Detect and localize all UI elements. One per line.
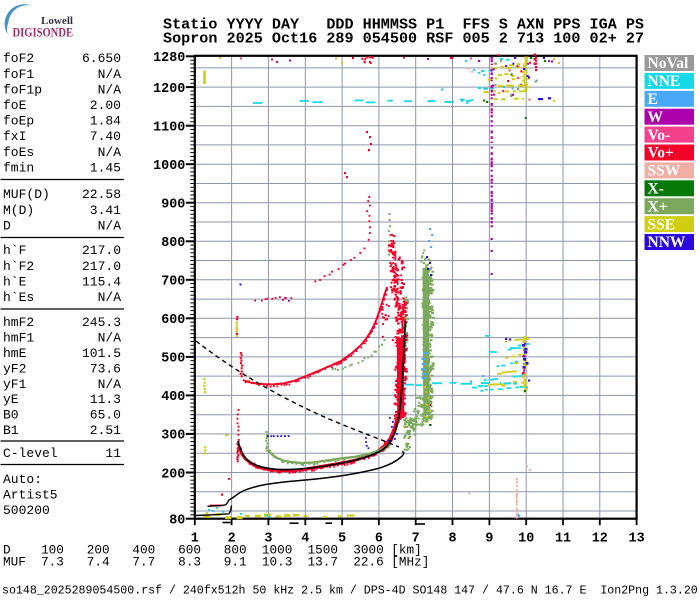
svg-text:3.41: 3.41	[90, 203, 121, 218]
svg-text:400: 400	[161, 390, 185, 405]
svg-text:1100: 1100	[153, 121, 185, 136]
svg-text:2: 2	[228, 531, 236, 546]
svg-text:11: 11	[105, 446, 121, 461]
svg-text:foF2: foF2	[3, 51, 34, 66]
svg-text:foE: foE	[3, 98, 27, 113]
svg-text:500: 500	[161, 352, 185, 367]
svg-text:1280: 1280	[153, 51, 185, 66]
svg-text:SSE: SSE	[648, 216, 676, 233]
svg-text:7.40: 7.40	[90, 129, 121, 144]
svg-text:9: 9	[485, 531, 493, 546]
svg-text:D 100 200 400 600 8: D 100 200 400 600 800 1000 1500 3000 [km…	[3, 542, 422, 557]
svg-text:500200: 500200	[3, 503, 50, 518]
svg-text:M(D): M(D)	[3, 203, 34, 218]
svg-text:foEs: foEs	[3, 145, 34, 160]
svg-text:Lowell: Lowell	[41, 16, 73, 27]
svg-text:h`Es: h`Es	[3, 290, 34, 305]
svg-text:1.45: 1.45	[90, 160, 121, 175]
svg-text:fmin: fmin	[3, 160, 34, 175]
svg-text:B1: B1	[3, 423, 19, 438]
svg-text:800: 800	[161, 236, 185, 251]
svg-text:65.0: 65.0	[90, 408, 121, 423]
svg-text:Vo+: Vo+	[648, 145, 675, 162]
svg-text:22.58: 22.58	[82, 187, 121, 202]
svg-text:5: 5	[338, 531, 346, 546]
svg-text:yF2: yF2	[3, 361, 26, 376]
svg-text:N/A: N/A	[98, 82, 122, 97]
svg-text:foEp: foEp	[3, 114, 34, 129]
svg-text:DIGISONDE: DIGISONDE	[13, 26, 74, 40]
svg-text:hmF1: hmF1	[3, 331, 34, 346]
svg-text:1: 1	[191, 531, 199, 546]
svg-text:foF1p: foF1p	[3, 82, 42, 97]
svg-text:foF1: foF1	[3, 67, 34, 82]
svg-text:1000: 1000	[153, 159, 185, 174]
svg-text:fxI: fxI	[3, 129, 26, 144]
svg-text:N/A: N/A	[98, 67, 122, 82]
svg-text:10: 10	[518, 531, 534, 546]
svg-text:C-level: C-level	[3, 446, 58, 461]
svg-text:D: D	[3, 218, 11, 233]
svg-text:900: 900	[161, 198, 185, 213]
svg-text:217.0: 217.0	[82, 243, 121, 258]
svg-text:N/A: N/A	[98, 145, 122, 160]
svg-text:4: 4	[301, 531, 309, 546]
svg-text:101.5: 101.5	[82, 346, 121, 361]
svg-text:600: 600	[161, 313, 185, 328]
svg-text:245.3: 245.3	[82, 315, 121, 330]
svg-text:N/A: N/A	[98, 290, 122, 305]
svg-text:1.84: 1.84	[90, 114, 121, 129]
svg-text:h`F2: h`F2	[3, 259, 34, 274]
svg-text:6: 6	[375, 531, 383, 546]
svg-text:so148_2025289054500.rsf / 240f: so148_2025289054500.rsf / 240fx512h 50 k…	[2, 584, 698, 597]
svg-text:E: E	[648, 91, 658, 108]
svg-text:7: 7	[412, 531, 420, 546]
svg-text:N/A: N/A	[98, 218, 122, 233]
svg-text:NNW: NNW	[648, 234, 686, 251]
svg-text:1200: 1200	[153, 82, 185, 97]
svg-text:W: W	[648, 109, 664, 126]
svg-text:N/A: N/A	[98, 331, 122, 346]
svg-text:h`F: h`F	[3, 243, 26, 258]
svg-text:Sopron 2025 Oct16 289 054500 R: Sopron 2025 Oct16 289 054500 RSF 005 2 7…	[163, 32, 644, 48]
svg-text:SSW: SSW	[648, 163, 681, 180]
svg-text:700: 700	[161, 275, 185, 290]
svg-text:217.0: 217.0	[82, 259, 121, 274]
svg-text:Auto:: Auto:	[3, 472, 42, 487]
svg-text:NoVal: NoVal	[648, 55, 689, 72]
svg-text:MUF(D): MUF(D)	[3, 187, 50, 202]
svg-text:13: 13	[629, 531, 645, 546]
svg-text:h`E: h`E	[3, 274, 27, 289]
svg-text:Artist5: Artist5	[3, 488, 58, 503]
svg-text:X+: X+	[648, 198, 668, 215]
svg-text:80: 80	[169, 514, 185, 529]
svg-text:yE: yE	[3, 392, 19, 407]
svg-text:MUF 7.3 7.4 7.7 8.3 9: MUF 7.3 7.4 7.7 8.3 9.1 10.3 13.7 22.6 […	[3, 554, 429, 569]
svg-text:2.51: 2.51	[90, 423, 121, 438]
svg-text:N/A: N/A	[98, 377, 122, 392]
svg-text:yF1: yF1	[3, 377, 27, 392]
svg-text:11.3: 11.3	[90, 392, 121, 407]
svg-text:X-: X-	[648, 181, 664, 198]
svg-text:73.6: 73.6	[90, 361, 121, 376]
svg-text:12: 12	[592, 531, 608, 546]
svg-text:hmF2: hmF2	[3, 315, 34, 330]
svg-text:B0: B0	[3, 408, 19, 423]
svg-text:300: 300	[161, 429, 185, 444]
svg-text:Statio YYYY DAY DDD HHMMSS P: Statio YYYY DAY DDD HHMMSS P1 FFS S AXN …	[163, 18, 644, 34]
svg-text:200: 200	[161, 467, 185, 482]
svg-text:3: 3	[264, 531, 272, 546]
svg-text:8: 8	[448, 531, 456, 546]
svg-text:115.4: 115.4	[82, 274, 121, 289]
svg-text:Vo-: Vo-	[648, 127, 671, 144]
svg-text:hmE: hmE	[3, 346, 27, 361]
svg-text:6.650: 6.650	[82, 51, 121, 66]
svg-text:11: 11	[555, 531, 571, 546]
svg-text:NNE: NNE	[648, 73, 681, 90]
svg-text:2.00: 2.00	[90, 98, 121, 113]
